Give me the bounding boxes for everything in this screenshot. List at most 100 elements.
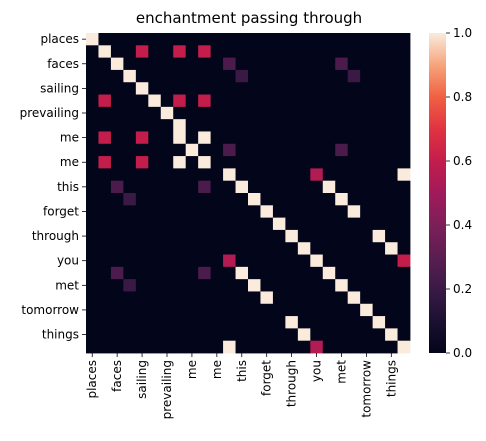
heatmap-cell: [360, 303, 374, 317]
heatmap-cell: [123, 180, 137, 194]
heatmap-cell: [347, 279, 361, 292]
heatmap-cell: [360, 106, 374, 120]
y-tick-label: faces: [47, 57, 79, 71]
heatmap-cell: [210, 82, 224, 95]
heatmap-cell: [210, 229, 224, 243]
heatmap-cell: [110, 279, 124, 292]
heatmap-cell: [260, 254, 274, 268]
heatmap-cell: [248, 94, 261, 108]
heatmap-cell: [385, 193, 398, 206]
heatmap-cell: [335, 168, 349, 182]
heatmap-cell: [310, 119, 324, 132]
heatmap-cell: [297, 279, 311, 292]
heatmap-cell: [297, 303, 311, 317]
heatmap-cell: [185, 316, 199, 329]
heatmap-cell: [397, 106, 411, 120]
heatmap-cell: [185, 168, 199, 182]
heatmap-cell: [173, 45, 187, 59]
heatmap-cell: [385, 131, 398, 145]
heatmap-cell: [385, 229, 398, 243]
x-tick-label: through: [285, 360, 299, 407]
heatmap-cell: [185, 94, 199, 108]
heatmap-cell: [260, 33, 274, 46]
heatmap-cell: [135, 340, 149, 354]
heatmap-cell: [185, 193, 199, 206]
heatmap-cell: [223, 180, 236, 194]
heatmap-cell: [223, 217, 236, 231]
heatmap-cell: [297, 156, 311, 169]
heatmap-cell: [123, 328, 137, 342]
heatmap-cell: [160, 242, 174, 255]
heatmap-cell: [235, 328, 249, 342]
heatmap-cell: [310, 57, 324, 71]
heatmap-cell: [360, 217, 374, 231]
heatmap-cell: [110, 303, 124, 317]
heatmap-cell: [198, 57, 212, 71]
heatmap-cell: [322, 316, 336, 329]
heatmap-cell: [372, 106, 386, 120]
heatmap-cell: [372, 303, 386, 317]
heatmap-cell: [160, 57, 174, 71]
heatmap-cell: [135, 217, 149, 231]
heatmap-cell: [285, 180, 299, 194]
heatmap-cell: [86, 33, 99, 46]
heatmap-cell: [123, 143, 137, 157]
heatmap-cells: [86, 33, 411, 354]
heatmap-cell: [198, 94, 212, 108]
heatmap-cell: [360, 328, 374, 342]
heatmap-cell: [360, 94, 374, 108]
heatmap-cell: [310, 316, 324, 329]
heatmap-cell: [272, 328, 286, 342]
heatmap-cell: [310, 279, 324, 292]
heatmap-cell: [372, 119, 386, 132]
heatmap-cell: [297, 131, 311, 145]
heatmap-cell: [260, 266, 274, 280]
heatmap-cell: [86, 340, 99, 354]
heatmap-cell: [360, 69, 374, 83]
heatmap-cell: [335, 340, 349, 354]
heatmap-cell: [260, 131, 274, 145]
heatmap-cell: [310, 242, 324, 255]
heatmap-cell: [86, 131, 99, 145]
heatmap-cell: [272, 229, 286, 243]
x-tick-label: faces: [110, 360, 124, 392]
heatmap-cell: [210, 69, 224, 83]
y-tick-label: prevailing: [20, 106, 79, 120]
heatmap-cell: [198, 229, 212, 243]
heatmap-cell: [98, 193, 112, 206]
heatmap-cell: [385, 57, 398, 71]
heatmap-cell: [310, 143, 324, 157]
heatmap-cell: [198, 131, 212, 145]
heatmap-cell: [160, 156, 174, 169]
heatmap-cell: [335, 193, 349, 206]
heatmap-cell: [135, 156, 149, 169]
heatmap-cell: [223, 94, 236, 108]
x-tick-label: tomorrow: [359, 360, 373, 418]
heatmap-cell: [385, 33, 398, 46]
heatmap-cell: [397, 82, 411, 95]
heatmap-cell: [322, 340, 336, 354]
heatmap-cell: [297, 291, 311, 305]
heatmap-cell: [148, 69, 162, 83]
heatmap-cell: [260, 205, 274, 219]
heatmap-cell: [173, 193, 187, 206]
heatmap-cell: [210, 266, 224, 280]
heatmap-cell: [148, 33, 162, 46]
heatmap-cell: [173, 156, 187, 169]
heatmap-cell: [223, 45, 236, 59]
heatmap-cell: [372, 279, 386, 292]
heatmap-cell: [198, 180, 212, 194]
heatmap-cell: [86, 106, 99, 120]
heatmap-cell: [173, 119, 187, 132]
heatmap-cell: [397, 242, 411, 255]
heatmap-cell: [360, 316, 374, 329]
heatmap-cell: [135, 119, 149, 132]
heatmap-cell: [347, 69, 361, 83]
heatmap-cell: [360, 242, 374, 255]
y-tick-label: sailing: [40, 81, 79, 95]
heatmap-cell: [248, 328, 261, 342]
heatmap-cell: [397, 229, 411, 243]
colorbar-tick-label: 0.0: [453, 346, 472, 360]
heatmap-cell: [185, 291, 199, 305]
heatmap-cell: [260, 180, 274, 194]
